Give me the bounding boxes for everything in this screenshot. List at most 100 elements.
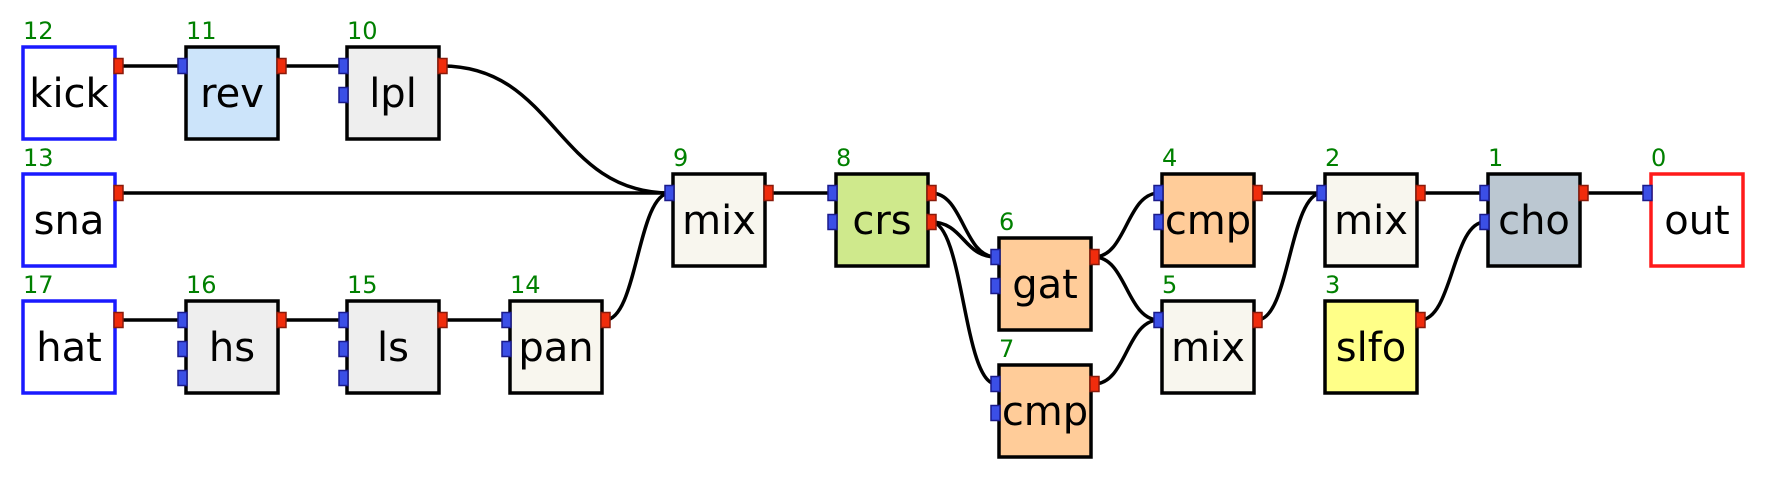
input-port[interactable] [338,311,349,329]
wire-crs-to-cmp7 [930,220,997,386]
output-port[interactable] [926,184,937,202]
node-label: pan [518,325,593,371]
output-port[interactable] [1252,184,1263,202]
output-port[interactable] [113,184,124,202]
node-box[interactable] [1160,172,1256,268]
input-port[interactable] [990,277,1001,295]
node-box[interactable] [997,363,1093,459]
node-id-label: 16 [186,271,217,299]
output-port[interactable] [437,311,448,329]
input-port[interactable] [1642,184,1653,202]
output-port[interactable] [276,57,287,75]
node-mix2[interactable]: 2 mix [1316,144,1426,268]
node-lpl[interactable]: 10 lpl [338,17,448,141]
input-port[interactable] [338,86,349,104]
input-port[interactable] [1153,184,1164,202]
node-mix5[interactable]: 5 mix [1153,271,1263,395]
node-label: hat [36,325,102,371]
node-pan[interactable]: 14 pan [501,271,611,395]
output-port[interactable] [1252,311,1263,329]
output-port[interactable] [600,311,611,329]
node-sna[interactable]: 13 sna [21,144,124,268]
wire-pan-to-mix9 [604,191,671,322]
node-label: kick [29,71,109,117]
node-box[interactable] [1323,172,1419,268]
input-port[interactable] [1479,213,1490,231]
node-box[interactable] [21,172,117,268]
input-port[interactable] [990,404,1001,422]
node-hs[interactable]: 16 hs [177,271,287,395]
node-box[interactable] [1649,172,1745,268]
node-slfo[interactable]: 3 slfo [1323,271,1426,395]
input-port[interactable] [501,311,512,329]
output-port[interactable] [276,311,287,329]
output-port[interactable] [1415,184,1426,202]
node-cmp7[interactable]: 7 cmp [990,335,1100,459]
node-id-label: 12 [23,17,54,45]
node-id-label: 11 [186,17,217,45]
output-port[interactable] [1089,375,1100,393]
node-id-label: 13 [23,144,54,172]
node-cmp4[interactable]: 4 cmp [1153,144,1263,268]
wire-slfo-to-cho [1419,220,1486,322]
node-box[interactable] [21,299,117,395]
input-port[interactable] [177,369,188,387]
node-label: hs [209,325,255,371]
wire-gat-to-mix5 [1093,255,1160,322]
node-id-label: 5 [1162,271,1177,299]
node-box[interactable] [1486,172,1582,268]
wire-lpl-to-mix9 [441,64,671,195]
node-gat[interactable]: 6 gat [990,208,1100,332]
output-port[interactable] [437,57,448,75]
node-box[interactable] [834,172,930,268]
output-port[interactable] [1415,311,1426,329]
output-port[interactable] [1089,248,1100,266]
output-port[interactable] [113,311,124,329]
node-box[interactable] [184,45,280,141]
input-port[interactable] [664,184,675,202]
input-port[interactable] [1316,184,1327,202]
output-port[interactable] [763,184,774,202]
node-label: slfo [1336,325,1407,371]
node-ls[interactable]: 15 ls [338,271,448,395]
input-port[interactable] [990,248,1001,266]
node-label: cmp [1002,389,1088,435]
node-box[interactable] [345,299,441,395]
wire-crs-to-gat [930,220,997,259]
input-port[interactable] [990,375,1001,393]
node-id-label: 8 [836,144,851,172]
node-box[interactable] [671,172,767,268]
input-port[interactable] [1153,213,1164,231]
input-port[interactable] [827,184,838,202]
input-port[interactable] [1479,184,1490,202]
node-box[interactable] [997,236,1093,332]
output-port[interactable] [1578,184,1589,202]
output-port[interactable] [926,213,937,231]
node-rev[interactable]: 11 rev [177,17,287,141]
wire-layer [117,64,1648,386]
node-box[interactable] [21,45,117,141]
input-port[interactable] [338,369,349,387]
input-port[interactable] [177,311,188,329]
node-out[interactable]: 0 out [1642,144,1745,268]
input-port[interactable] [501,340,512,358]
node-id-label: 6 [999,208,1014,236]
input-port[interactable] [177,340,188,358]
input-port[interactable] [1153,311,1164,329]
node-hat[interactable]: 17 hat [21,271,124,395]
input-port[interactable] [827,213,838,231]
input-port[interactable] [177,57,188,75]
node-box[interactable] [1323,299,1419,395]
node-kick[interactable]: 12 kick [21,17,124,141]
wire-mix5-to-mix2 [1256,191,1323,322]
node-id-label: 7 [999,335,1014,363]
input-port[interactable] [338,340,349,358]
node-mix9[interactable]: 9 mix [664,144,774,268]
node-cho[interactable]: 1 cho [1479,144,1589,268]
output-port[interactable] [113,57,124,75]
input-port[interactable] [338,57,349,75]
node-box[interactable] [1160,299,1256,395]
node-box[interactable] [345,45,441,141]
